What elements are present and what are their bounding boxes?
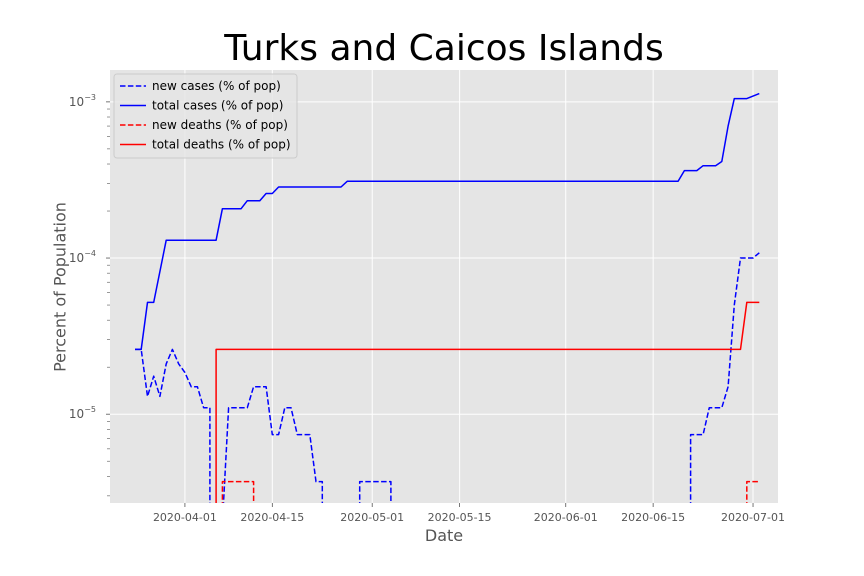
x-axis-label: Date bbox=[424, 526, 464, 545]
x-tick-label: 2020-06-15 bbox=[621, 511, 685, 524]
legend-label-2: total cases (% of pop) bbox=[152, 99, 283, 113]
series-group bbox=[135, 92, 760, 503]
legend-box bbox=[113, 73, 298, 159]
x-tick-label: 2020-05-15 bbox=[428, 511, 492, 524]
x-tick-label: 2020-04-01 bbox=[153, 511, 217, 524]
x-tick-label: 2020-06-01 bbox=[534, 511, 598, 524]
series-line-3 bbox=[221, 480, 760, 503]
y-tick-label: 10−3 bbox=[69, 93, 96, 109]
x-tick-label: 2020-04-15 bbox=[240, 511, 304, 524]
legend-label-3: new deaths (% of pop) bbox=[152, 118, 288, 132]
y-axis-label: Percent of Population bbox=[50, 202, 70, 372]
y-tick-label: 10−5 bbox=[69, 405, 96, 421]
legend-label-4: total deaths (% of pop) bbox=[152, 138, 291, 152]
series-line-1 bbox=[135, 252, 760, 503]
x-tick-label: 2020-05-01 bbox=[340, 511, 404, 524]
x-tick-label: 2020-07-01 bbox=[721, 511, 785, 524]
legend-label-1: new cases (% of pop) bbox=[152, 79, 281, 93]
y-tick-label: 10−4 bbox=[69, 249, 96, 265]
series-line-2 bbox=[135, 92, 760, 351]
chart-title: Turks and Caicos Islands bbox=[224, 28, 664, 69]
series-line-4 bbox=[215, 301, 760, 503]
